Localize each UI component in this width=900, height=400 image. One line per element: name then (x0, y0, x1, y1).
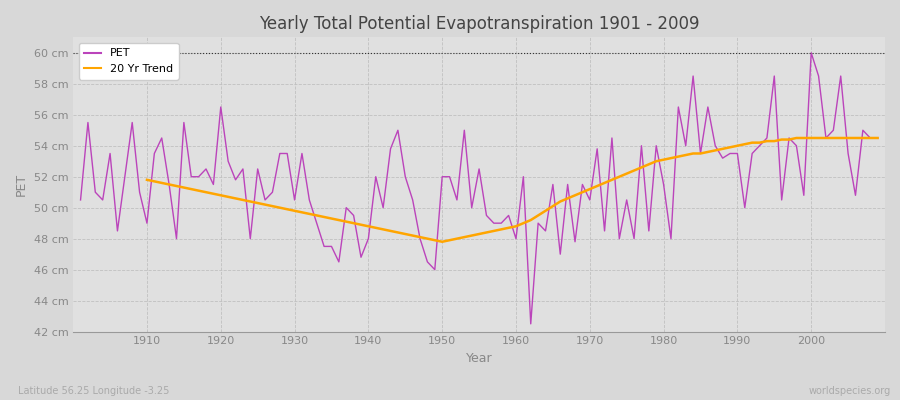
Text: worldspecies.org: worldspecies.org (809, 386, 891, 396)
Legend: PET, 20 Yr Trend: PET, 20 Yr Trend (78, 43, 178, 80)
Text: Latitude 56.25 Longitude -3.25: Latitude 56.25 Longitude -3.25 (18, 386, 169, 396)
Y-axis label: PET: PET (15, 173, 28, 196)
Title: Yearly Total Potential Evapotranspiration 1901 - 2009: Yearly Total Potential Evapotranspiratio… (259, 15, 699, 33)
X-axis label: Year: Year (466, 352, 492, 365)
